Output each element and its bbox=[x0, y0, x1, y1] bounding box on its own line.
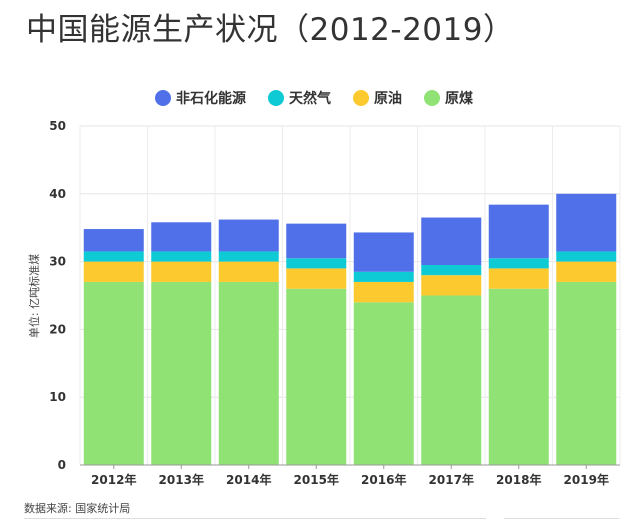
bar-segment-非石化能源 bbox=[83, 229, 144, 252]
legend-marker bbox=[353, 90, 369, 106]
data-source-note: 数据来源: 国家统计局 bbox=[24, 502, 131, 515]
bar-segment-非石化能源 bbox=[286, 223, 347, 259]
chart-title: 中国能源生产状况（2012-2019） bbox=[26, 12, 515, 48]
bar-segment-非石化能源 bbox=[556, 193, 617, 252]
divider bbox=[24, 518, 486, 519]
x-tick-label: 2016年 bbox=[361, 472, 406, 487]
x-tick-label: 2017年 bbox=[429, 472, 474, 487]
bar-segment-非石化能源 bbox=[353, 232, 414, 272]
bar-segment-天然气 bbox=[286, 258, 347, 269]
bar-segment-天然气 bbox=[421, 264, 482, 276]
bar-segment-原油 bbox=[151, 261, 212, 282]
legend-marker bbox=[155, 90, 171, 106]
bar-segment-非石化能源 bbox=[421, 217, 482, 265]
bar-segment-原煤 bbox=[556, 281, 617, 465]
bar-segment-天然气 bbox=[151, 251, 212, 262]
legend-label: 天然气 bbox=[289, 90, 331, 107]
bar-segment-原油 bbox=[83, 261, 144, 282]
bar-segment-天然气 bbox=[218, 251, 279, 262]
legend-label: 原油 bbox=[374, 90, 402, 107]
bar-segment-原煤 bbox=[218, 281, 279, 465]
bar-segment-原油 bbox=[421, 275, 482, 296]
x-tick-label: 2014年 bbox=[226, 472, 271, 487]
x-tick-label: 2015年 bbox=[294, 472, 339, 487]
bar-segment-非石化能源 bbox=[488, 204, 549, 259]
x-tick-label: 2013年 bbox=[159, 472, 204, 487]
bar-segment-原油 bbox=[218, 261, 279, 282]
legend-marker bbox=[424, 90, 440, 106]
bar-segment-原煤 bbox=[286, 288, 347, 465]
y-tick-label: 30 bbox=[49, 255, 66, 269]
y-axis-label: 单位: 亿吨标准煤 bbox=[27, 254, 41, 338]
bar-segment-原油 bbox=[488, 268, 549, 289]
y-tick-label: 0 bbox=[58, 458, 66, 472]
y-tick-label: 10 bbox=[49, 390, 66, 404]
chart-axes: 0 10 20 30 40 50 2012年 2013年 2014年 2015年 2016年 2017… bbox=[49, 119, 620, 487]
legend-label: 非石化能源 bbox=[176, 90, 246, 107]
bar-segment-原煤 bbox=[83, 281, 144, 465]
legend-label: 原煤 bbox=[445, 90, 474, 107]
y-tick-label: 20 bbox=[49, 322, 66, 336]
divider bbox=[504, 518, 619, 519]
bar-segment-原油 bbox=[286, 268, 347, 289]
bar-segment-原煤 bbox=[353, 302, 414, 465]
x-tick-label: 2018年 bbox=[496, 472, 541, 487]
bar-segment-原煤 bbox=[488, 288, 549, 465]
bar-segment-原煤 bbox=[151, 281, 212, 465]
chart-bars bbox=[83, 193, 617, 465]
bar-segment-非石化能源 bbox=[151, 222, 212, 252]
bar-segment-非石化能源 bbox=[218, 219, 279, 252]
x-tick-label: 2012年 bbox=[91, 472, 136, 487]
bar-segment-天然气 bbox=[353, 271, 414, 282]
y-tick-label: 50 bbox=[49, 119, 66, 133]
chart-legend: 非石化能源 天然气 原油 原煤 bbox=[155, 90, 474, 107]
bar-segment-天然气 bbox=[83, 251, 144, 262]
bar-segment-原油 bbox=[353, 281, 414, 303]
y-tick-label: 40 bbox=[49, 187, 66, 201]
bar-segment-天然气 bbox=[556, 251, 617, 262]
bar-segment-原油 bbox=[556, 261, 617, 282]
x-tick-label: 2019年 bbox=[564, 472, 609, 487]
bar-segment-天然气 bbox=[488, 258, 549, 269]
legend-marker bbox=[268, 90, 284, 106]
bar-segment-原煤 bbox=[421, 295, 482, 465]
